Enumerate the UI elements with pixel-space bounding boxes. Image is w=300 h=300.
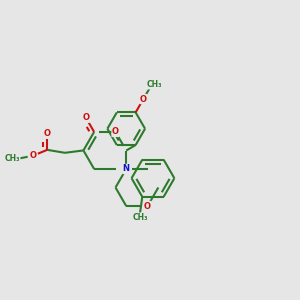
Text: CH₃: CH₃ <box>132 213 148 222</box>
Text: CH₃: CH₃ <box>147 80 163 89</box>
Text: CH₃: CH₃ <box>4 154 20 163</box>
Text: O: O <box>112 128 119 136</box>
Text: N: N <box>123 164 130 173</box>
Text: O: O <box>44 129 51 138</box>
Text: O: O <box>140 94 147 103</box>
Text: O: O <box>144 202 151 211</box>
Text: O: O <box>29 151 36 160</box>
Text: O: O <box>82 113 89 122</box>
